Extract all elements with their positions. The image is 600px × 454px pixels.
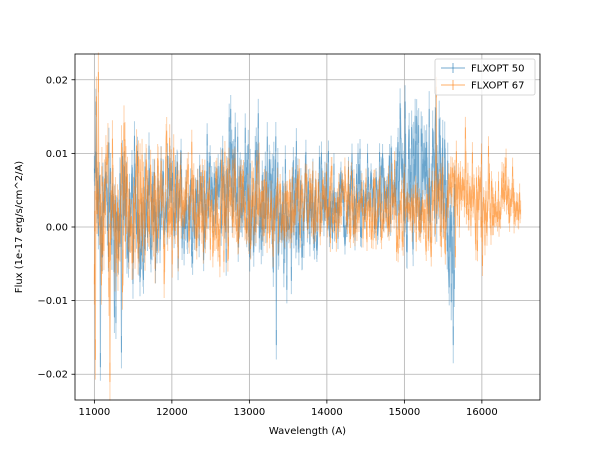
legend-label-flxopt-67: FLXOPT 67 <box>471 81 524 92</box>
x-tick-label: 11000 <box>78 407 110 418</box>
legend: FLXOPT 50 FLXOPT 67 <box>434 58 536 96</box>
x-tick-label: 14000 <box>311 407 343 418</box>
x-tick-label: 15000 <box>388 407 420 418</box>
y-tick-label: 0.01 <box>46 149 68 160</box>
series-lines <box>93 52 522 401</box>
x-tick-label: 12000 <box>156 407 188 418</box>
y-tick-label: 0.02 <box>46 75 68 86</box>
x-tick-label: 13000 <box>233 407 265 418</box>
series-flxopt-67 <box>93 52 522 401</box>
line-flxopt-67 <box>93 71 522 383</box>
legend-label-flxopt-50: FLXOPT 50 <box>471 64 524 75</box>
y-tick-label: −0.02 <box>37 370 68 381</box>
x-axis-label: Wavelength (A) <box>269 426 346 437</box>
y-tick-label: −0.01 <box>37 296 68 307</box>
y-tick-label: 0.00 <box>46 223 68 234</box>
x-tick-label: 16000 <box>466 407 498 418</box>
y-axis-label: Flux (1e-17 erg/s/cm^2/A) <box>14 161 25 293</box>
axis-ticks: 11000 12000 13000 14000 15000 16000 −0.02 −0.01… <box>37 75 497 418</box>
